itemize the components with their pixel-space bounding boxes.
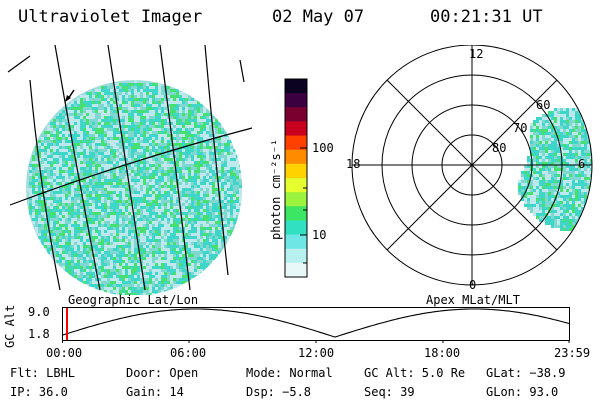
- mlt-label-0: 0: [469, 278, 477, 292]
- colorbar-unit-label: photon cm⁻²s⁻¹: [269, 138, 283, 240]
- mlat-label-80: 80: [492, 141, 507, 155]
- colorbar-tick-10: 10: [312, 228, 327, 242]
- geo-longitude-value: GLon: 93.0: [486, 385, 559, 399]
- colorbar-tick-100: 100: [312, 141, 334, 155]
- geographic-panel-label: Geographic Lat/Lon: [68, 293, 199, 307]
- geographic-image-panel: [7, 44, 253, 295]
- mlt-label-12: 12: [469, 47, 484, 61]
- geographic-grid-lines: [7, 44, 253, 291]
- door-status: Door: Open: [126, 366, 199, 380]
- ip-value: IP: 36.0: [10, 385, 68, 399]
- polar-panel-label: Apex MLat/MLT: [426, 293, 520, 307]
- time-tick-0000: 00:00: [46, 346, 83, 360]
- filter-value: Flt: LBHL: [10, 366, 76, 380]
- mlat-label-70: 70: [513, 121, 528, 135]
- observation-date: 02 May 07: [272, 7, 365, 27]
- gain-value: Gain: 14: [126, 385, 184, 399]
- polar-grid: [351, 45, 593, 286]
- time-tick-2359: 23:59: [554, 346, 591, 360]
- mlt-label-18: 18: [346, 157, 361, 171]
- altitude-tick-min: 1.8: [28, 327, 50, 341]
- altitude-tick-max: 9.0: [28, 305, 50, 319]
- dsp-value: Dsp: −5.8: [246, 385, 312, 399]
- time-tick-1200: 12:00: [298, 346, 335, 360]
- mlat-label-60: 60: [536, 98, 551, 112]
- strip-ticks: [62, 340, 570, 343]
- geo-latitude-value: GLat: −38.9: [486, 366, 566, 380]
- altitude-timeline-strip: [62, 307, 570, 343]
- gc-altitude-value: GC Alt: 5.0 Re: [364, 366, 466, 380]
- altitude-axis-label: GC Alt: [3, 304, 17, 348]
- polar-mlat-mlt-panel: [351, 45, 593, 286]
- intensity-colorbar: [284, 78, 308, 278]
- observation-time: 00:21:31 UT: [430, 7, 543, 27]
- mlt-label-6: 6: [578, 157, 586, 171]
- sun-direction-arrow: [65, 89, 75, 102]
- sequence-value: Seq: 39: [364, 385, 415, 399]
- instrument-title: Ultraviolet Imager: [18, 7, 203, 27]
- time-tick-1800: 18:00: [424, 346, 461, 360]
- altitude-curve: [62, 308, 570, 338]
- time-tick-0600: 06:00: [170, 346, 207, 360]
- mode-value: Mode: Normal: [246, 366, 333, 380]
